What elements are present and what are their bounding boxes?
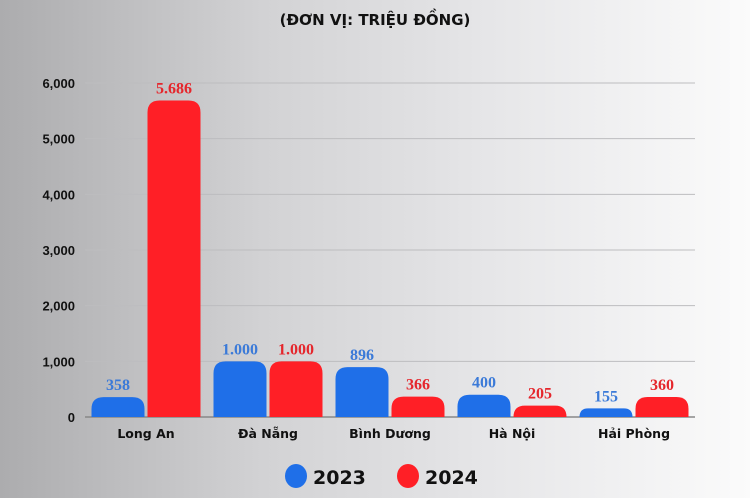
data-label: 366 xyxy=(406,377,430,394)
bar-2023 xyxy=(213,361,267,417)
legend-label: 2023 xyxy=(313,467,366,489)
chart-title: (ĐƠN VỊ: TRIỆU ĐỒNG) xyxy=(280,7,471,29)
y-tick-label: 1,000 xyxy=(42,354,75,369)
y-tick-label: 2,000 xyxy=(42,299,75,314)
y-tick-label: 4,000 xyxy=(42,187,75,202)
bar-2023 xyxy=(579,408,633,417)
y-tick-label: 6,000 xyxy=(42,76,75,91)
bar-2024 xyxy=(635,396,689,417)
bar-2023 xyxy=(91,397,145,417)
bar-2024 xyxy=(269,361,323,417)
data-label: 5.686 xyxy=(156,80,192,97)
data-label: 1.000 xyxy=(222,341,258,358)
y-tick-label: 5,000 xyxy=(42,132,75,147)
x-tick-label: Hà Nội xyxy=(489,426,536,441)
data-label: 205 xyxy=(528,386,552,403)
data-label: 155 xyxy=(594,388,618,405)
data-label: 360 xyxy=(650,377,674,394)
y-tick-label: 3,000 xyxy=(42,243,75,258)
x-tick-label: Long An xyxy=(117,426,174,441)
bar-2024 xyxy=(391,396,445,417)
legend-label: 2024 xyxy=(425,467,478,489)
bar-2023 xyxy=(457,394,511,417)
legend-marker-2023 xyxy=(285,464,307,488)
x-tick-label: Bình Dương xyxy=(349,426,431,441)
bar-2023 xyxy=(335,367,389,417)
y-tick-label: 0 xyxy=(68,410,75,425)
bar-2024 xyxy=(147,100,201,417)
data-label: 1.000 xyxy=(278,341,314,358)
data-label: 358 xyxy=(106,377,130,394)
x-tick-label: Đà Nẵng xyxy=(238,426,298,441)
data-label: 400 xyxy=(472,375,496,392)
bar-2024 xyxy=(513,405,567,417)
legend-marker-2024 xyxy=(397,464,419,488)
data-label: 896 xyxy=(350,347,374,364)
x-tick-label: Hải Phòng xyxy=(598,426,670,441)
